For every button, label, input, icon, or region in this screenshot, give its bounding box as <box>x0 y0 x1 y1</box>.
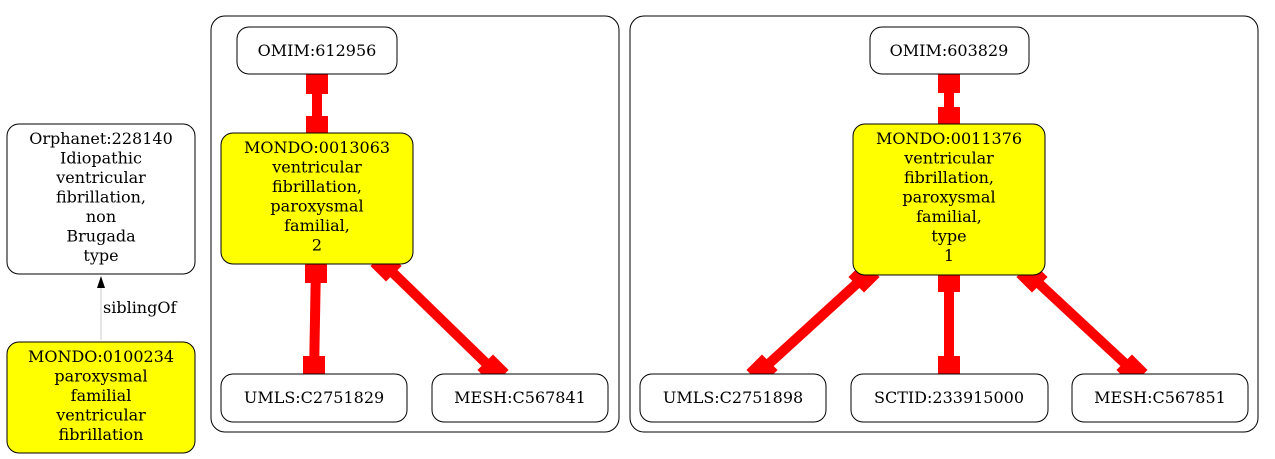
node-label-line: SCTID:233915000 <box>874 388 1024 407</box>
node-label-line: non <box>86 207 116 226</box>
edge-label-siblingof: siblingOf <box>103 298 177 317</box>
node-label-line: MONDO:0013063 <box>244 138 390 157</box>
node-label-line: UMLS:C2751898 <box>663 388 803 407</box>
cluster-box-1 <box>210 15 620 433</box>
node-umls-c2751829[interactable]: UMLS:C2751829 <box>220 373 408 423</box>
node-sctid-233915000[interactable]: SCTID:233915000 <box>850 373 1049 423</box>
svg-text:OMIM:612956: OMIM:612956 <box>258 41 377 60</box>
node-label-line: fibrillation <box>59 425 144 444</box>
node-label-line: 2 <box>312 236 322 255</box>
node-mesh-c567841[interactable]: MESH:C567841 <box>431 373 609 423</box>
svg-text:UMLS:C2751829: UMLS:C2751829 <box>244 388 384 407</box>
node-label-line: UMLS:C2751829 <box>244 388 384 407</box>
node-label-line: fibrillation, <box>904 168 994 187</box>
svg-text:SCTID:233915000: SCTID:233915000 <box>874 388 1024 407</box>
node-mesh-c567851[interactable]: MESH:C567851 <box>1071 373 1249 423</box>
node-label-line: MESH:C567841 <box>454 388 586 407</box>
node-label-line: paroxysmal <box>270 197 363 216</box>
node-label-line: OMIM:603829 <box>890 41 1009 60</box>
svg-text:MESH:C567851: MESH:C567851 <box>1094 388 1226 407</box>
node-label-line: familial, <box>284 216 350 235</box>
node-label-line: paroxysmal <box>902 188 995 207</box>
node-label-line: OMIM:612956 <box>258 41 377 60</box>
node-label-line: Orphanet:228140 <box>29 129 173 148</box>
edge-mondo11376-umls2751898 <box>746 261 880 386</box>
node-label-line: ventricular <box>903 149 994 168</box>
node-label-line: fibrillation, <box>272 177 362 196</box>
node-label-line: Idiopathic <box>60 149 142 168</box>
node-umls-c2751898[interactable]: UMLS:C2751898 <box>639 373 827 423</box>
node-label-line: MESH:C567851 <box>1094 388 1226 407</box>
edge-omim612956-mondo13063 <box>306 70 328 140</box>
node-label-line: ventricular <box>271 158 362 177</box>
svg-text:OMIM:603829: OMIM:603829 <box>890 41 1009 60</box>
node-omim-612956[interactable]: OMIM:612956 <box>236 26 398 75</box>
node-omim-603829[interactable]: OMIM:603829 <box>869 26 1030 75</box>
node-label-line: type <box>931 227 966 246</box>
node-label-line: type <box>83 246 118 265</box>
node-label-line: MONDO:0100234 <box>28 347 174 366</box>
node-label-line: familial <box>71 386 132 405</box>
svg-text:UMLS:C2751898: UMLS:C2751898 <box>663 388 803 407</box>
node-mondo-0013063[interactable]: MONDO:0013063 ventricular fibrillation, par… <box>220 132 414 265</box>
node-label-line: fibrillation, <box>56 188 146 207</box>
edge-omim603829-mondo11376 <box>938 69 960 131</box>
edge-mondo13063-mesh567841 <box>370 250 509 386</box>
edge-mondo11376-mesh567851 <box>1016 261 1148 386</box>
node-orphanet-228140[interactable]: Orphanet:228140 Idiopathic ventricular fibr… <box>6 123 196 275</box>
edge-mondo13063-umls2751829 <box>303 259 327 380</box>
svg-text:MESH:C567841: MESH:C567841 <box>454 388 586 407</box>
node-label-line: Brugada <box>66 227 136 246</box>
node-mondo-0011376[interactable]: MONDO:0011376 ventricular fibrillation, par… <box>852 123 1046 276</box>
edge-siblingof: siblingOf <box>97 276 177 340</box>
node-mondo-0100234[interactable]: MONDO:0100234 paroxysmal familial ventricul… <box>6 341 196 454</box>
cluster-box-2 <box>629 15 1259 433</box>
node-label-line: familial, <box>916 207 982 226</box>
edge-mondo11376-sctid233915000 <box>938 268 960 380</box>
node-label-line: MONDO:0011376 <box>876 129 1022 148</box>
node-label-line: ventricular <box>55 406 146 425</box>
node-label-line: 1 <box>944 246 954 265</box>
node-label-line: paroxysmal <box>54 367 147 386</box>
node-label-line: ventricular <box>55 168 146 187</box>
